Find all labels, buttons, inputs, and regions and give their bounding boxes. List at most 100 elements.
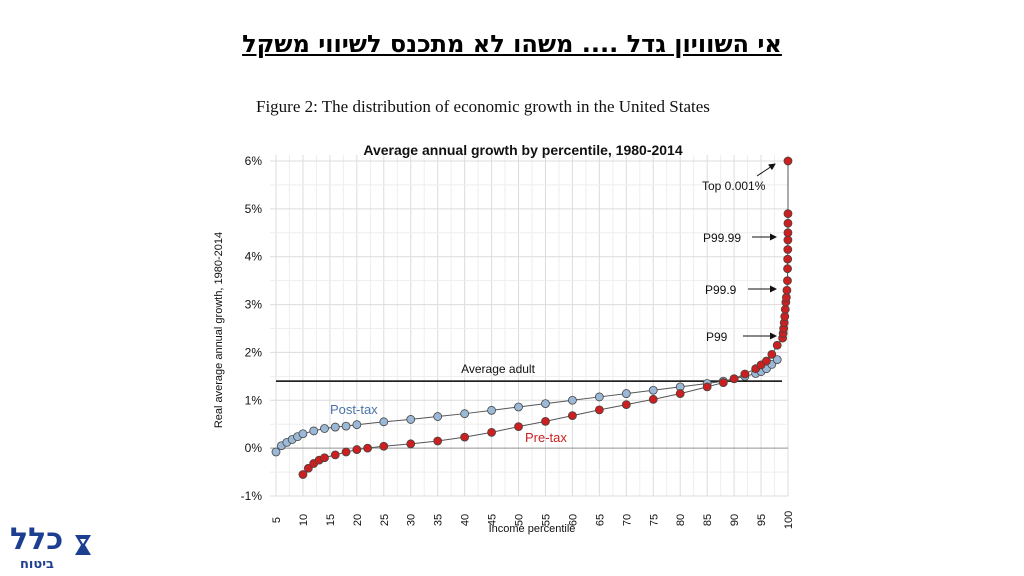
pre-tax-point: [379, 441, 389, 451]
pre-tax-point: [780, 312, 790, 321]
post-tax-point: [406, 415, 416, 424]
klal-logo-icon: [75, 535, 91, 555]
annotation-layer: Post-tax Pre-tax Top 0.001% P99.99 P99.9 P99: [330, 163, 777, 445]
post-tax-point: [298, 429, 308, 439]
pre-tax-point: [352, 445, 362, 454]
annotation-label: Top 0.001%: [702, 179, 766, 193]
x-tick-label: 55: [540, 514, 552, 526]
post-tax-point: [309, 426, 319, 436]
post-tax-point: [621, 389, 631, 398]
x-tick-label: 25: [379, 514, 391, 526]
post-tax-point: [341, 421, 351, 431]
x-tick-label: 20: [352, 514, 364, 526]
x-tick-label: 75: [648, 514, 660, 526]
y-axis-label: Real average annual growth, 1980-2014: [213, 232, 225, 428]
pre-tax-point: [702, 382, 712, 392]
slide-title: אי השוויון גדל .... משהו לא מתכנס לשיווי…: [242, 30, 782, 58]
chart-title: Average annual growth by percentile, 198…: [363, 142, 682, 158]
x-tick-label: 10: [298, 514, 310, 526]
figure-caption: Figure 2: The distribution of economic g…: [256, 97, 710, 116]
post-tax-point: [379, 417, 389, 427]
pre-tax-point: [594, 405, 604, 415]
x-tick-label: 70: [621, 514, 633, 526]
pre-tax-point: [433, 436, 443, 446]
pre-tax-point: [718, 378, 728, 387]
pre-tax-point: [298, 470, 308, 479]
pre-tax-point: [648, 394, 658, 404]
post-tax-point: [460, 409, 470, 419]
pre-tax-point: [783, 254, 793, 264]
pre-tax-point: [621, 400, 631, 409]
annotation-label: P99.9: [705, 283, 737, 297]
pre-tax-point: [514, 422, 523, 432]
x-tick-label: 65: [594, 514, 606, 526]
pre-tax-point: [772, 340, 782, 350]
pre-tax-point: [541, 416, 550, 426]
post-tax-point: [352, 420, 362, 430]
pre-tax-point: [729, 374, 739, 384]
y-tick-label: -1%: [241, 489, 263, 503]
pre-tax-series: [298, 156, 793, 479]
x-tick-label: 80: [675, 514, 687, 526]
y-tick-label: 4%: [245, 250, 263, 264]
pre-tax-point: [320, 453, 329, 463]
post-tax-label: Post-tax: [330, 402, 378, 417]
pre-tax-point: [783, 209, 793, 219]
x-tick-label: 15: [325, 514, 337, 526]
annotation-arrow: [756, 163, 776, 177]
pre-tax-point: [363, 443, 373, 453]
klal-logo: כלל ביטוח: [6, 522, 96, 574]
pre-tax-point: [330, 450, 340, 460]
pre-tax-label: Pre-tax: [525, 430, 567, 445]
pre-tax-point: [781, 292, 791, 302]
x-tick-label: 100: [783, 511, 795, 529]
pre-tax-point: [783, 156, 793, 166]
pre-tax-point: [341, 447, 351, 457]
y-tick-label: 0%: [245, 441, 263, 455]
post-tax-point: [320, 424, 329, 433]
pre-tax-point: [568, 411, 577, 421]
pre-tax-point: [780, 304, 790, 314]
x-tick-label: 95: [756, 514, 768, 526]
x-tick-label: 45: [487, 514, 499, 526]
post-tax-point: [541, 399, 550, 409]
y-tick-label: 2%: [245, 345, 263, 359]
post-tax-point: [271, 447, 281, 457]
logo-wordmark: כלל: [10, 522, 64, 557]
y-tick-label: 6%: [245, 154, 263, 168]
logo-subtitle: ביטוח: [20, 557, 54, 572]
pre-tax-point: [487, 427, 496, 437]
post-tax-point: [330, 422, 340, 432]
pre-tax-point: [740, 369, 750, 379]
pre-tax-point: [767, 349, 777, 359]
x-tick-label: 5: [271, 517, 283, 523]
average-adult-label: Average adult: [461, 362, 536, 376]
x-tick-label: 85: [702, 514, 714, 526]
pre-tax-point: [782, 285, 792, 295]
y-tick-label: 5%: [245, 202, 263, 216]
y-tick-label: 3%: [245, 298, 263, 312]
x-tick-label: 90: [729, 514, 741, 526]
post-tax-point: [487, 405, 496, 415]
x-axis-label: Income percentile: [489, 523, 576, 535]
post-tax-point: [568, 395, 577, 405]
annotation-label: P99: [706, 330, 728, 344]
pre-tax-point: [460, 432, 470, 442]
pre-tax-point: [783, 245, 793, 254]
x-tick-label: 35: [433, 514, 445, 526]
pre-tax-point: [783, 264, 792, 274]
post-tax-point: [594, 392, 604, 402]
post-tax-point: [433, 412, 443, 421]
x-tick-label: 30: [406, 514, 418, 526]
x-tick-label: 50: [514, 514, 526, 526]
x-tick-label: 40: [460, 514, 472, 526]
annotation-label: P99.99: [703, 231, 741, 245]
pre-tax-point: [762, 356, 771, 366]
pre-tax-point: [783, 276, 792, 286]
x-tick-label: 60: [567, 514, 579, 526]
pre-tax-point: [783, 218, 793, 228]
pre-tax-point: [675, 389, 685, 398]
pre-tax-point: [406, 439, 416, 449]
y-tick-label: 1%: [245, 393, 263, 407]
